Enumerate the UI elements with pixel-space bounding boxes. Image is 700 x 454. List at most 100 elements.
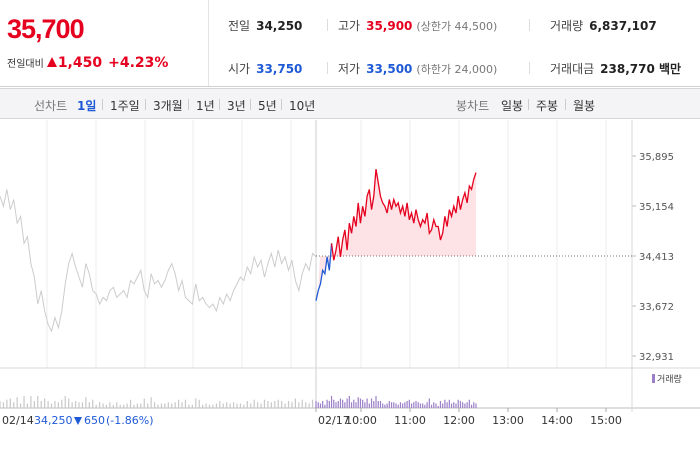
volume-bar-prev bbox=[50, 403, 53, 408]
volume-bar-prev bbox=[260, 403, 262, 408]
volume-bar-prev bbox=[184, 399, 187, 408]
price-change: 전일대비 1,450 +4.23% bbox=[7, 55, 168, 71]
volume-bar-prev bbox=[85, 397, 87, 408]
x-tick-label: 12:00 bbox=[443, 414, 475, 427]
lower-limit: (하한가 24,000) bbox=[416, 63, 498, 76]
volume-bar-prev bbox=[208, 404, 211, 408]
volume-bar bbox=[430, 404, 433, 408]
volume-bar-prev bbox=[26, 403, 29, 408]
stat-label: 저가 bbox=[338, 62, 361, 76]
gain-fill-area bbox=[318, 169, 476, 291]
volume-bar-prev bbox=[78, 402, 80, 408]
x-tick-label: 13:00 bbox=[492, 414, 524, 427]
volume-bar bbox=[455, 403, 457, 408]
volume-legend-swatch bbox=[652, 374, 655, 383]
volume-bar-prev bbox=[191, 404, 193, 408]
volume-bar bbox=[457, 399, 459, 408]
volume-bar bbox=[370, 398, 373, 408]
x-tick-label: 11:00 bbox=[394, 414, 426, 427]
volume-bar bbox=[319, 403, 322, 408]
period-10y[interactable]: 10년 bbox=[289, 99, 316, 113]
volume-bar-prev bbox=[92, 399, 94, 408]
volume-bar-prev bbox=[284, 403, 286, 408]
volume-bar-prev bbox=[153, 402, 156, 408]
volume-bar bbox=[459, 401, 462, 408]
stat-value: 33,750 bbox=[256, 62, 303, 76]
volume-bar-prev bbox=[61, 399, 63, 408]
stat-label: 거래대금 bbox=[550, 62, 595, 76]
volume-bar bbox=[422, 403, 424, 408]
volume-bar bbox=[426, 402, 428, 408]
volume-bar-prev bbox=[205, 403, 207, 408]
period-3y[interactable]: 3년 bbox=[227, 99, 246, 113]
volume-bar-prev bbox=[246, 401, 248, 408]
prev-day-close: 34,250 bbox=[34, 414, 73, 427]
volume-bar-prev bbox=[40, 401, 42, 408]
volume-bar bbox=[413, 402, 415, 408]
volume-bar-prev bbox=[178, 399, 180, 408]
y-tick-label: 33,672 bbox=[639, 302, 674, 313]
divider bbox=[219, 99, 220, 110]
divider bbox=[529, 62, 530, 74]
volume-bar bbox=[402, 403, 404, 408]
prev-day-date: 02/14 bbox=[2, 414, 34, 427]
stat-value: 34,250 bbox=[256, 19, 303, 33]
candle-monthly[interactable]: 월봉 bbox=[573, 99, 596, 113]
volume-bar-prev bbox=[229, 403, 231, 408]
period-1y[interactable]: 1년 bbox=[196, 99, 215, 113]
period-5y[interactable]: 5년 bbox=[258, 99, 277, 113]
volume-bar-prev bbox=[250, 403, 252, 408]
candle-daily[interactable]: 일봉 bbox=[501, 99, 524, 113]
stat-low: 저가 33,500 (하한가 24,000) bbox=[338, 60, 497, 77]
volume-bar bbox=[355, 402, 357, 408]
candle-weekly[interactable]: 주봉 bbox=[536, 99, 559, 113]
stat-label: 시가 bbox=[228, 62, 251, 76]
change-percent: +4.23% bbox=[108, 55, 169, 71]
volume-bar-prev bbox=[119, 404, 121, 408]
volume-bar-prev bbox=[13, 402, 15, 408]
volume-bar bbox=[386, 403, 388, 408]
volume-bar bbox=[470, 404, 473, 408]
volume-bar bbox=[424, 404, 426, 408]
prev-day-change-percent: (-1.86%) bbox=[106, 414, 154, 427]
stat-volume: 거래량 6,837,107 bbox=[550, 17, 657, 34]
volume-bar bbox=[393, 402, 395, 408]
volume-bar-prev bbox=[215, 403, 217, 408]
upper-limit: (상한가 44,500) bbox=[416, 20, 498, 33]
volume-bar-prev bbox=[57, 402, 59, 408]
volume-bar bbox=[344, 402, 346, 408]
volume-bar-prev bbox=[44, 398, 46, 408]
volume-bar bbox=[466, 402, 468, 408]
volume-bar bbox=[362, 399, 364, 408]
volume-legend-label: 거래량 bbox=[657, 373, 682, 385]
volume-bar-prev bbox=[294, 398, 296, 408]
volume-bar bbox=[326, 399, 328, 408]
volume-bar-prev bbox=[30, 396, 32, 408]
volume-bar-prev bbox=[226, 402, 228, 408]
volume-bar-prev bbox=[239, 403, 242, 408]
volume-bar-prev bbox=[143, 398, 145, 408]
volume-bar-prev bbox=[105, 404, 108, 408]
volume-bar-prev bbox=[253, 399, 255, 408]
candle-chart-title: 봉차트 bbox=[456, 99, 490, 113]
volume-bar-prev bbox=[6, 399, 8, 408]
volume-bar-prev bbox=[102, 403, 104, 408]
price-chart[interactable]: 35,895 35,154 34,413 33,672 32,931 거래량 02/17 10… bbox=[0, 120, 700, 450]
chart-toolbar: 선차트 1일 1주일 3개월 1년 3년 5년 10년 봉차트 일봉 주봉 월봉 bbox=[0, 88, 700, 119]
volume-bar bbox=[366, 398, 368, 408]
volume-bar-prev bbox=[88, 402, 90, 408]
volume-bar-prev bbox=[68, 398, 70, 408]
divider bbox=[102, 99, 103, 110]
period-1d[interactable]: 1일 bbox=[77, 99, 97, 113]
x-tick-label: 10:00 bbox=[345, 414, 377, 427]
period-3m[interactable]: 3개월 bbox=[153, 99, 183, 113]
volume-bar bbox=[473, 402, 475, 408]
volume-bar-prev bbox=[99, 402, 101, 408]
volume-bar bbox=[359, 398, 362, 408]
volume-bar bbox=[399, 402, 402, 408]
volume-bar bbox=[397, 404, 399, 408]
volume-bar bbox=[342, 399, 344, 408]
stat-label: 거래량 bbox=[550, 19, 584, 33]
period-1w[interactable]: 1주일 bbox=[110, 99, 140, 113]
volume-bar-prev bbox=[298, 402, 300, 408]
